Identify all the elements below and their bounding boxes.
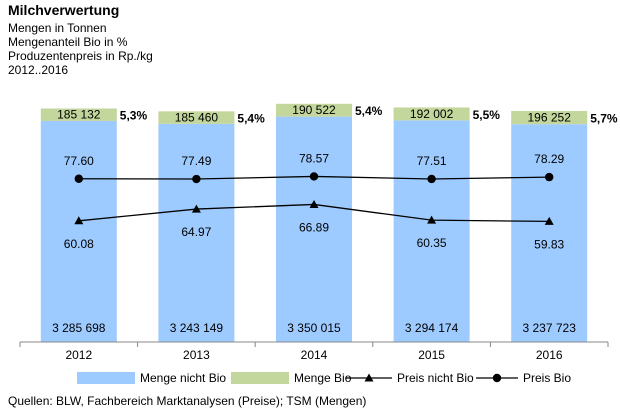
legend-label-menge-bio: Menge Bio xyxy=(294,371,352,385)
bar-menge-bio xyxy=(158,111,235,124)
x-tick-label: 2014 xyxy=(301,348,328,362)
label-bio-share: 5,3% xyxy=(120,109,148,123)
marker-preis-bio xyxy=(427,174,436,184)
label-preis-bio: 78.29 xyxy=(534,152,564,166)
label-preis-bio: 77.49 xyxy=(181,154,211,168)
label-bio-share: 5,4% xyxy=(355,104,383,118)
bar-menge-nicht-bio xyxy=(393,120,470,342)
legend-label-preis-nicht-bio: Preis nicht Bio xyxy=(397,371,474,385)
label-preis-bio: 77.60 xyxy=(64,154,94,168)
label-menge-nicht-bio: 3 237 723 xyxy=(523,321,577,335)
marker-preis-bio xyxy=(74,174,84,183)
legend-label-preis-bio: Preis Bio xyxy=(523,371,571,385)
legend-swatch-menge-nicht-bio xyxy=(77,372,135,384)
x-tick-label: 2013 xyxy=(183,348,210,362)
marker-preis-nicht-bio xyxy=(427,215,437,224)
label-preis-bio: 78.57 xyxy=(299,151,329,165)
subtitle-bio-share: Mengenanteil Bio in % xyxy=(8,35,128,49)
bar-menge-bio xyxy=(40,108,117,121)
subtitle-price: Produzentenpreis in Rp./kg xyxy=(8,49,153,63)
label-menge-bio: 185 132 xyxy=(57,108,101,122)
legend-marker-preis-nicht-bio xyxy=(364,373,374,382)
label-preis-nicht-bio: 59.83 xyxy=(534,237,564,251)
marker-preis-bio xyxy=(545,172,554,182)
subtitle-units: Mengen in Tonnen xyxy=(8,21,107,35)
label-bio-share: 5,5% xyxy=(473,108,501,122)
x-tick-label: 2015 xyxy=(418,348,445,362)
bar-menge-bio xyxy=(276,103,352,117)
label-preis-nicht-bio: 60.08 xyxy=(64,237,94,251)
marker-preis-bio xyxy=(192,174,201,184)
x-tick-label: 2012 xyxy=(65,348,92,362)
label-preis-nicht-bio: 60.35 xyxy=(417,236,447,250)
subtitle-years: 2012..2016 xyxy=(8,63,69,77)
chart-area: 3 285 698 185 132 5,3% 2012 3 243 149 185 460… xyxy=(19,103,618,385)
label-menge-nicht-bio: 3 243 149 xyxy=(170,321,224,335)
label-menge-bio: 185 460 xyxy=(175,111,219,125)
x-tick-label: 2016 xyxy=(536,348,563,362)
bar-menge-bio xyxy=(511,110,588,125)
source-note: Quellen: BLW, Fachbereich Marktanalysen … xyxy=(8,394,367,408)
label-menge-nicht-bio: 3 350 015 xyxy=(287,321,341,335)
label-preis-nicht-bio: 66.89 xyxy=(299,220,329,234)
bar-menge-nicht-bio xyxy=(158,123,235,342)
bar-menge-nicht-bio xyxy=(511,124,588,342)
bar-menge-bio xyxy=(393,107,470,121)
legend-label-menge-nicht-bio: Menge nicht Bio xyxy=(140,371,226,385)
label-bio-share: 5,7% xyxy=(590,112,618,126)
chart-title: Milchverwertung xyxy=(8,2,120,18)
label-menge-nicht-bio: 3 294 174 xyxy=(405,321,459,335)
label-bio-share: 5,4% xyxy=(237,112,265,126)
marker-preis-nicht-bio xyxy=(309,199,319,208)
marker-preis-bio xyxy=(309,172,319,181)
marker-preis-nicht-bio xyxy=(74,216,84,225)
label-menge-bio: 196 252 xyxy=(528,111,572,125)
label-menge-bio: 192 002 xyxy=(410,107,454,121)
label-preis-nicht-bio: 64.97 xyxy=(181,225,211,239)
bar-menge-nicht-bio xyxy=(276,116,352,343)
label-menge-bio: 190 522 xyxy=(292,103,336,117)
bar-menge-nicht-bio xyxy=(40,120,117,343)
marker-preis-nicht-bio xyxy=(191,204,201,213)
legend-marker-preis-bio xyxy=(492,373,502,383)
label-menge-nicht-bio: 3 285 698 xyxy=(52,321,106,335)
legend-swatch-menge-bio xyxy=(231,372,289,384)
label-preis-bio: 77.51 xyxy=(417,154,447,168)
marker-preis-nicht-bio xyxy=(544,216,554,225)
